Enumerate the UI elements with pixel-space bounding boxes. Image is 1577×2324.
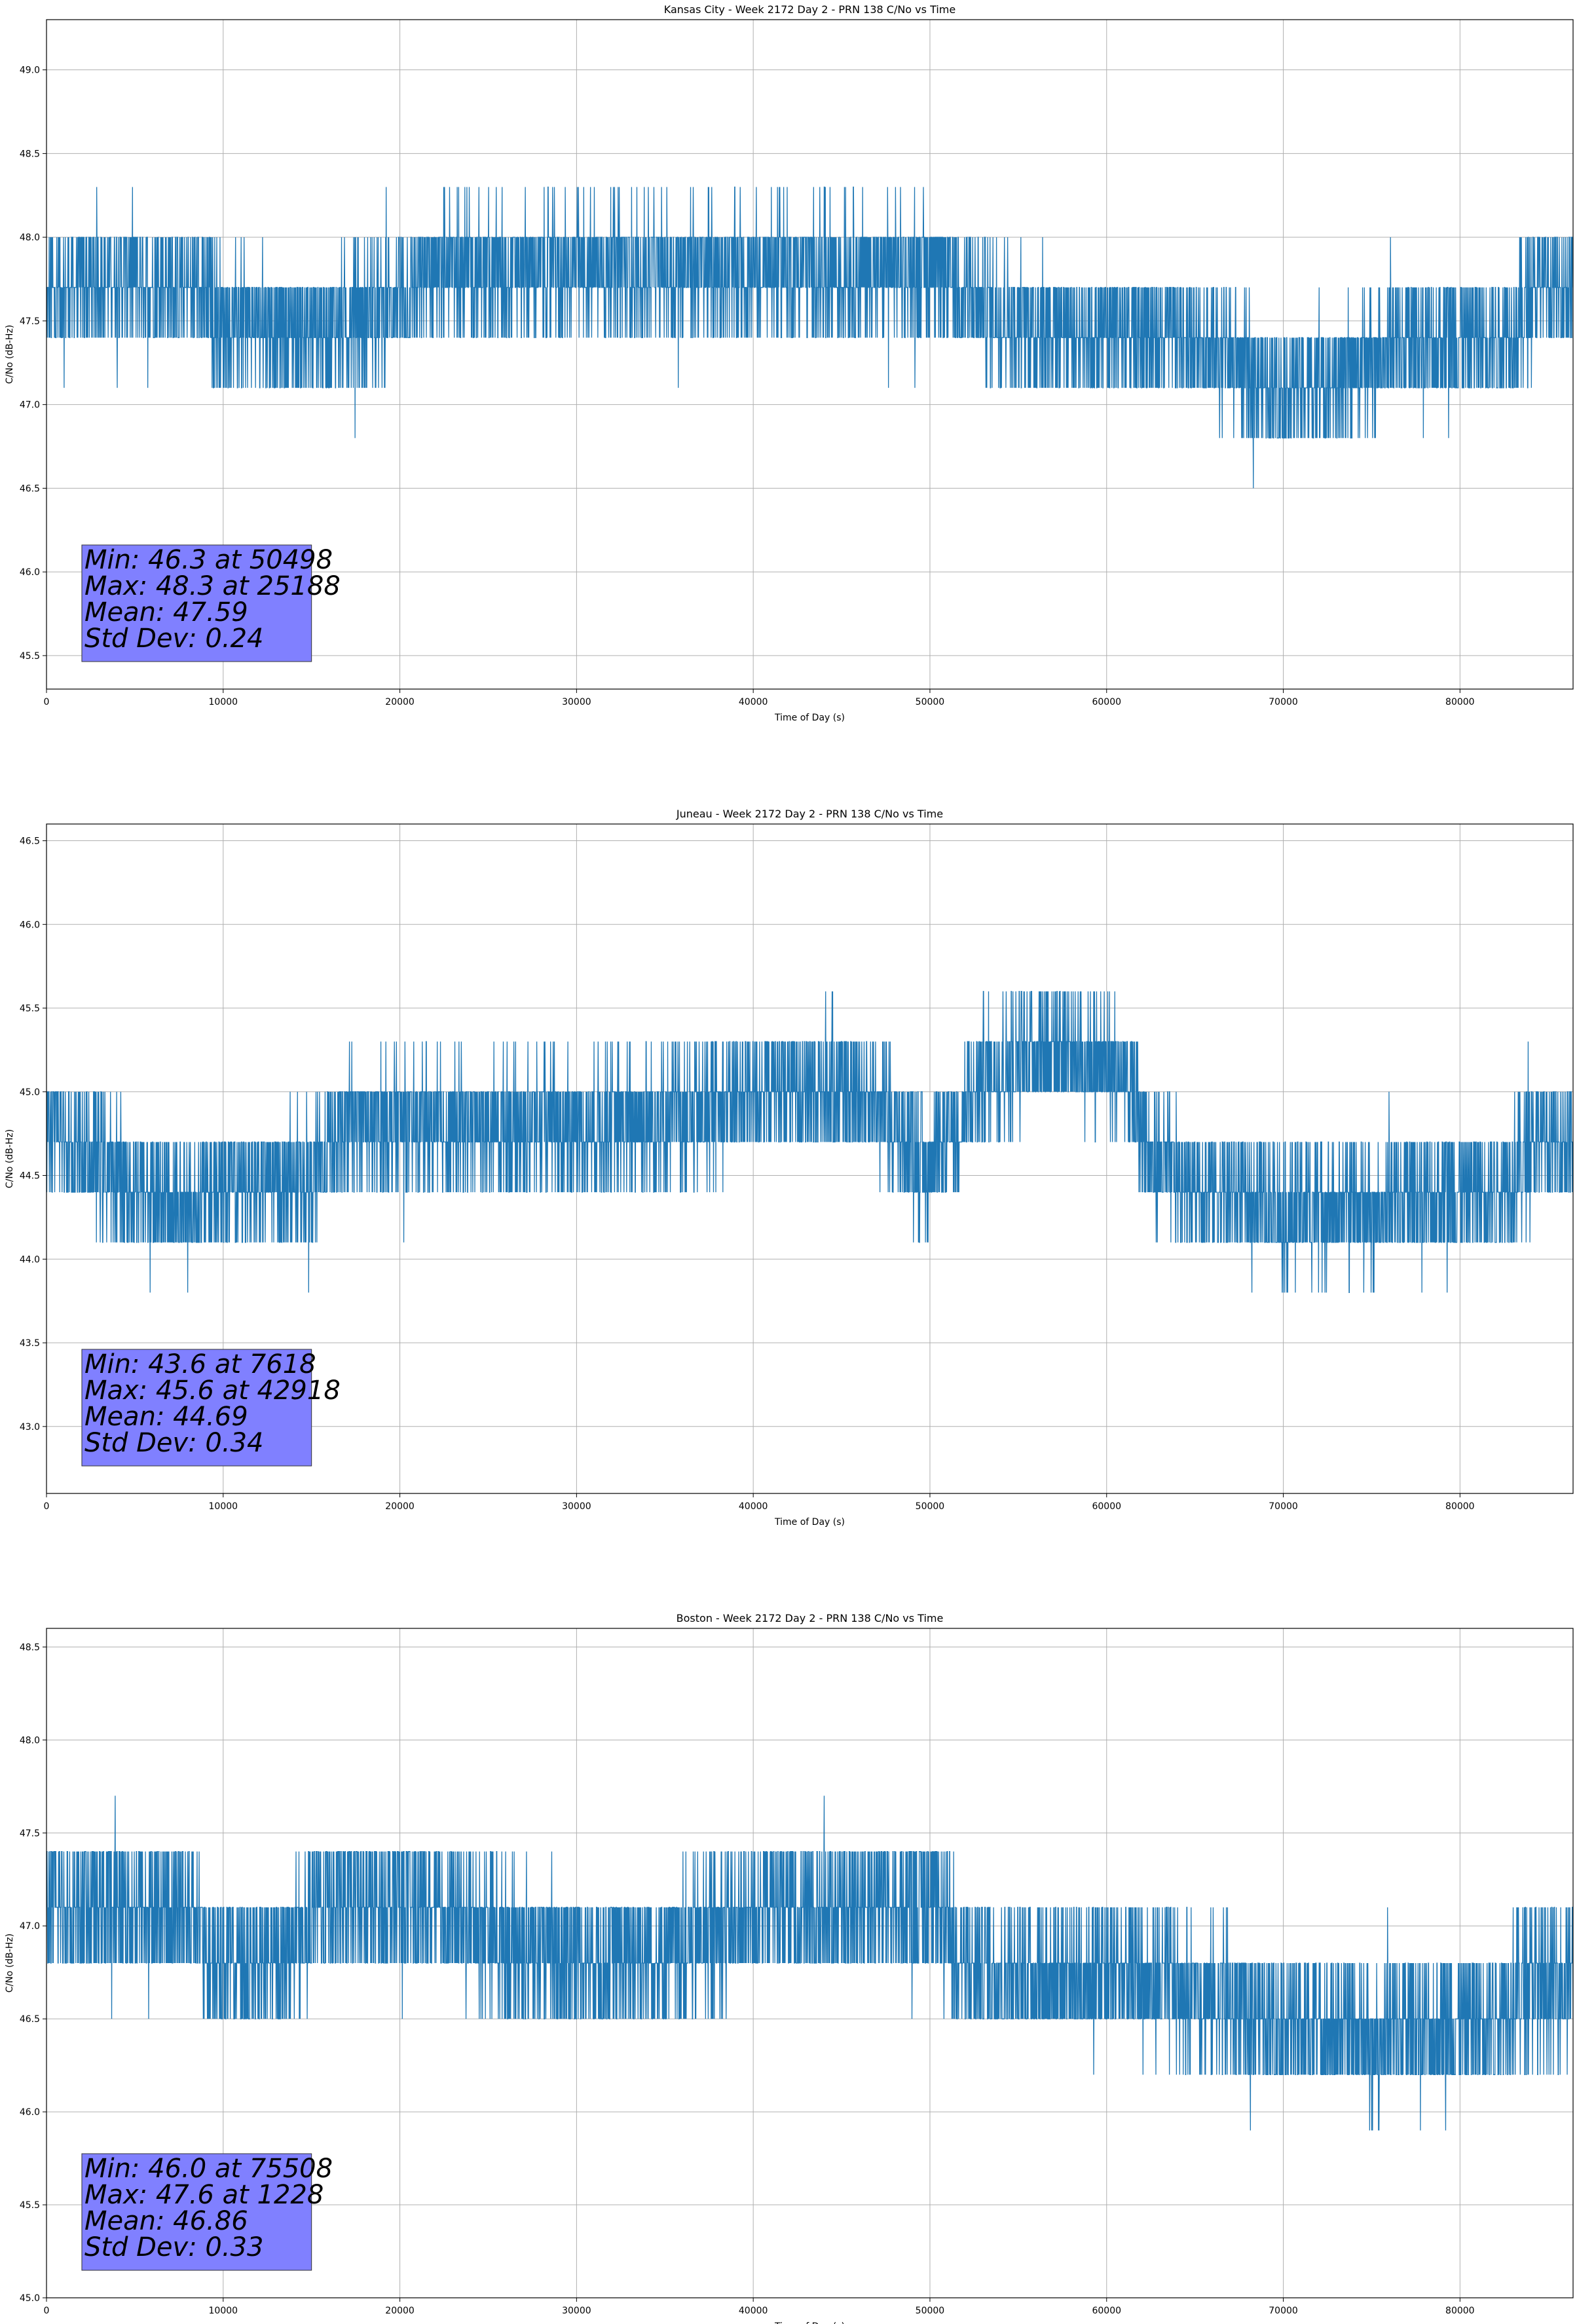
plot-frame <box>46 1628 1574 2298</box>
x-tick-label: 20000 <box>385 1501 415 1512</box>
stats-line: Std Dev: 0.33 <box>84 2232 264 2262</box>
y-axis-label: C/No (dB-Hz) <box>5 1934 15 1993</box>
x-tick-label: 10000 <box>209 697 238 707</box>
y-tick-label: 45.0 <box>20 2293 40 2304</box>
plot-frame <box>46 19 1574 690</box>
chart-2: Juneau - Week 2172 Day 2 - PRN 138 C/No … <box>5 808 1574 1527</box>
x-axis-label: Time of Day (s) <box>774 713 845 723</box>
y-tick-label: 45.5 <box>20 2200 40 2211</box>
x-tick-label: 40000 <box>739 2306 768 2316</box>
y-tick-label: 44.0 <box>20 1254 40 1265</box>
y-axis-label: C/No (dB-Hz) <box>5 1129 15 1188</box>
x-tick-label: 0 <box>44 697 50 707</box>
y-tick-label: 46.0 <box>20 920 40 930</box>
stats-line: Std Dev: 0.24 <box>84 624 264 654</box>
series-line <box>46 990 1573 1294</box>
y-tick-label: 45.0 <box>20 1087 40 1098</box>
stats-line: Max: 45.6 at 42918 <box>84 1376 341 1406</box>
series-line <box>46 1795 1573 2131</box>
x-tick-label: 70000 <box>1269 697 1298 707</box>
x-tick-label: 30000 <box>562 697 591 707</box>
y-tick-label: 49.0 <box>20 66 40 76</box>
y-tick-label: 47.0 <box>20 400 40 411</box>
y-tick-label: 48.0 <box>20 1735 40 1746</box>
y-tick-label: 46.5 <box>20 2014 40 2025</box>
y-tick-label: 45.5 <box>20 1003 40 1014</box>
series-line <box>46 186 1573 489</box>
x-tick-label: 30000 <box>562 2306 591 2316</box>
x-tick-label: 30000 <box>562 1501 591 1512</box>
x-tick-label: 60000 <box>1092 697 1121 707</box>
y-tick-label: 47.5 <box>20 1828 40 1839</box>
y-tick-label: 45.5 <box>20 651 40 662</box>
stats-line: Mean: 46.86 <box>84 2206 248 2236</box>
plot-frame <box>46 823 1574 1494</box>
stats-box <box>81 1349 312 1467</box>
stats-line: Min: 46.3 at 50498 <box>84 545 333 575</box>
chart-title: Boston - Week 2172 Day 2 - PRN 138 C/No … <box>677 1612 944 1624</box>
y-tick-label: 44.5 <box>20 1171 40 1182</box>
y-axis-label: C/No (dB-Hz) <box>5 325 15 384</box>
y-tick-label: 48.0 <box>20 233 40 243</box>
chart-title: Kansas City - Week 2172 Day 2 - PRN 138 … <box>664 3 955 16</box>
stats-line: Min: 46.0 at 75508 <box>84 2154 333 2184</box>
x-tick-label: 40000 <box>739 1501 768 1512</box>
y-tick-label: 46.0 <box>20 2107 40 2118</box>
y-tick-label: 43.5 <box>20 1338 40 1349</box>
x-tick-label: 10000 <box>209 2306 238 2316</box>
x-tick-label: 50000 <box>916 2306 945 2316</box>
x-tick-label: 80000 <box>1445 2306 1475 2316</box>
chart-3: Boston - Week 2172 Day 2 - PRN 138 C/No … <box>5 1612 1574 2324</box>
y-tick-label: 47.5 <box>20 316 40 327</box>
stats-box <box>81 544 312 662</box>
stats-line: Mean: 47.59 <box>84 597 248 628</box>
x-tick-label: 0 <box>44 2306 50 2316</box>
x-tick-label: 50000 <box>916 697 945 707</box>
x-tick-label: 60000 <box>1092 2306 1121 2316</box>
stats-line: Max: 48.3 at 25188 <box>84 571 341 601</box>
y-tick-label: 47.0 <box>20 1921 40 1932</box>
y-tick-label: 46.0 <box>20 567 40 578</box>
x-tick-label: 70000 <box>1269 1501 1298 1512</box>
chart-title: Juneau - Week 2172 Day 2 - PRN 138 C/No … <box>676 808 943 820</box>
stats-line: Std Dev: 0.34 <box>84 1428 264 1458</box>
x-tick-label: 80000 <box>1445 1501 1475 1512</box>
y-tick-label: 43.0 <box>20 1422 40 1433</box>
y-tick-label: 48.5 <box>20 149 40 159</box>
stats-box <box>81 2153 312 2271</box>
stats-line: Max: 47.6 at 1228 <box>84 2180 324 2210</box>
chart-1: Kansas City - Week 2172 Day 2 - PRN 138 … <box>5 3 1574 723</box>
x-axis-label: Time of Day (s) <box>774 2321 845 2324</box>
x-axis-label: Time of Day (s) <box>774 1517 845 1527</box>
y-tick-label: 48.5 <box>20 1642 40 1653</box>
x-tick-label: 50000 <box>916 1501 945 1512</box>
x-tick-label: 20000 <box>385 2306 415 2316</box>
x-tick-label: 40000 <box>739 697 768 707</box>
stats-line: Mean: 44.69 <box>84 1402 248 1432</box>
x-tick-label: 0 <box>44 1501 50 1512</box>
x-tick-label: 70000 <box>1269 2306 1298 2316</box>
y-tick-label: 46.5 <box>20 483 40 494</box>
y-tick-label: 46.5 <box>20 836 40 847</box>
stats-line: Min: 43.6 at 7618 <box>84 1349 316 1379</box>
x-tick-label: 10000 <box>209 1501 238 1512</box>
x-tick-label: 20000 <box>385 697 415 707</box>
x-tick-label: 60000 <box>1092 1501 1121 1512</box>
x-tick-label: 80000 <box>1445 697 1475 707</box>
